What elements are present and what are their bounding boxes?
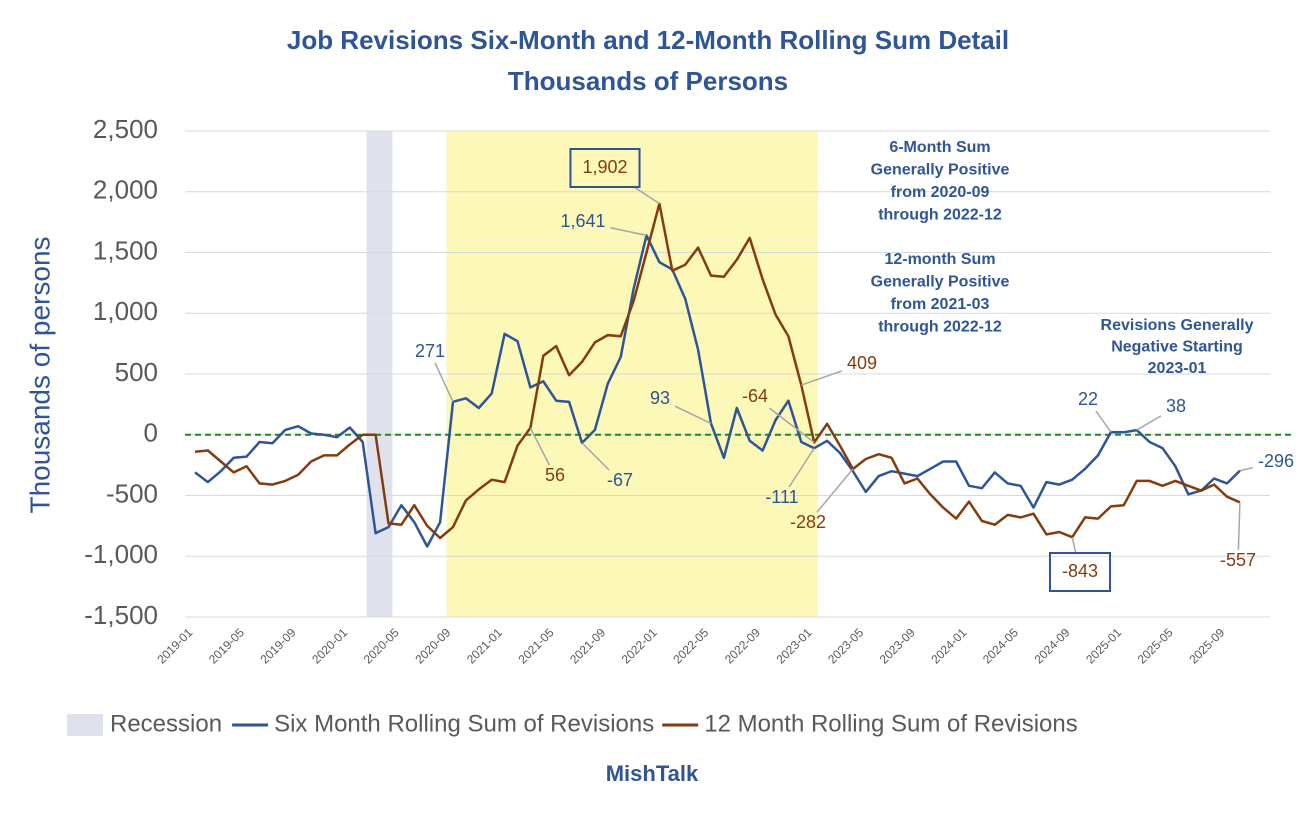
leader-line [434,362,454,403]
leader-line [1136,415,1162,431]
data-label: 56 [545,465,565,485]
data-label: 271 [415,341,445,361]
annotation: Generally Positive [871,274,1010,291]
data-label: -64 [742,386,768,406]
legend-label: Six Month Rolling Sum of Revisions [274,710,654,737]
leader-line [1071,537,1077,554]
y-tick-label: 500 [115,357,158,387]
data-label: 409 [847,353,877,373]
leader-line [816,468,854,513]
x-tick-label: 2023-05 [825,625,866,666]
leader-line [581,442,610,471]
leader-line [1237,502,1241,551]
data-label: 22 [1078,389,1098,409]
label-box [569,148,641,188]
y-tick-label: -1,000 [84,539,158,569]
x-tick-label: 2025-01 [1083,625,1124,666]
legend-label: 12 Month Rolling Sum of Revisions [704,710,1078,737]
annotation: Revisions Generally [1101,317,1254,334]
y-tick-label: 1,000 [93,296,158,326]
y-axis-title: Thousands of persons [24,236,55,513]
x-tick-label: 2025-05 [1135,625,1176,666]
x-tick-label: 2024-09 [1032,625,1073,666]
annotation: from 2021-03 [891,296,990,313]
annotation: Generally Positive [871,162,1010,179]
x-tick-label: 2020-05 [361,625,402,666]
leader-line [1095,410,1112,433]
annotation: 12-month Sum [884,251,995,268]
x-tick-label: 2022-09 [722,625,763,666]
data-label: -111 [765,487,798,507]
annotation: 6-Month Sum [889,139,990,156]
data-label: -67 [607,470,633,490]
annotation: from 2020-09 [891,184,990,201]
series-line [194,234,1241,548]
legend-label: Recession [110,710,222,737]
x-tick-label: 2019-05 [206,625,247,666]
x-tick-label: 2022-05 [670,625,711,666]
x-tick-label: 2025-09 [1186,625,1227,666]
x-tick-label: 2021-09 [567,625,608,666]
data-label: 93 [650,388,670,408]
leader-line [610,227,647,237]
annotation: through 2022-12 [878,207,1002,224]
leader-line [1239,466,1254,472]
footer: MishTalk [606,761,699,786]
x-tick-label: 2022-01 [619,625,660,666]
y-tick-label: 0 [144,418,158,448]
y-tick-label: -1,500 [84,600,158,630]
chart-title: Job Revisions Six-Month and 12-Month Rol… [287,25,1009,55]
leader-line [768,407,815,444]
x-tick-label: 2019-09 [258,625,299,666]
y-tick-label: 1,500 [93,235,158,265]
leader-line [633,186,660,205]
chart-subtitle: Thousands of Persons [508,66,788,96]
data-label: -843 [1062,561,1098,581]
legend-swatch [67,714,103,736]
leader-line [788,447,815,488]
data-label: 1,641 [560,211,605,231]
annotation: 2023-01 [1148,360,1207,377]
x-tick-label: 2021-01 [464,625,505,666]
annotation: Negative Starting [1111,339,1243,356]
leader-line [529,427,551,466]
y-tick-label: -500 [106,478,158,508]
data-label: 1,902 [582,157,627,177]
leader-line [674,405,712,425]
data-label: 38 [1166,396,1186,416]
x-tick-label: 2020-01 [309,625,350,666]
x-tick-label: 2020-09 [412,625,453,666]
x-tick-label: 2021-05 [516,625,557,666]
data-label: -557 [1220,550,1256,570]
annotation: through 2022-12 [878,319,1002,336]
leader-line [801,370,843,386]
series-line [194,202,1241,540]
x-tick-label: 2024-01 [928,625,969,666]
x-tick-label: 2023-09 [877,625,918,666]
data-label: -296 [1258,451,1294,471]
x-tick-label: 2024-05 [980,625,1021,666]
y-tick-label: 2,000 [93,175,158,205]
label-box [1048,552,1112,592]
x-tick-label: 2023-01 [774,625,815,666]
data-label: -282 [790,512,826,532]
y-tick-label: 2,500 [93,114,158,144]
x-tick-label: 2019-01 [154,625,195,666]
